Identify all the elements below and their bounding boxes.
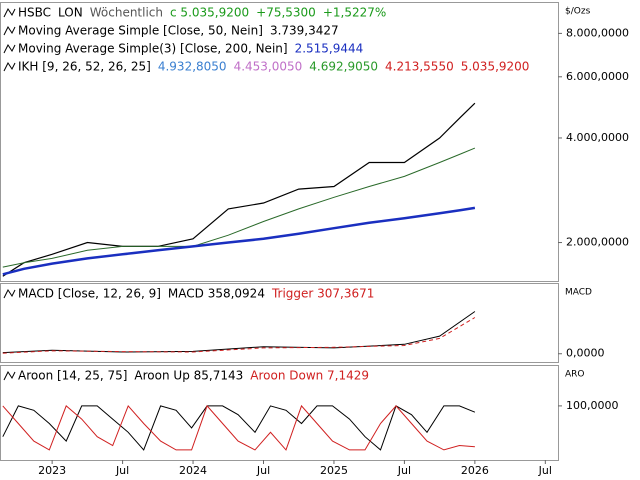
legend-text: MACD [Close, 12, 26, 9]: [18, 287, 161, 301]
legend-icon: [3, 289, 16, 299]
legend-text: +75,5300: [256, 6, 316, 20]
legend-text: MACD 358,0924: [168, 287, 265, 301]
legend-text: Trigger 307,3671: [271, 287, 374, 301]
y-tick-label: 100,0000: [566, 399, 619, 412]
legend-text: Moving Average Simple [Close, 50, Nein]: [18, 24, 263, 38]
legend-text: +1,5227%: [323, 6, 386, 20]
legend-icon: [3, 8, 16, 18]
legend-text: 3.739,3427: [270, 24, 339, 38]
legend-text: 2.515,9444: [295, 42, 364, 56]
x-tick-label: Jul: [397, 464, 411, 477]
x-tick-label: Jul: [256, 464, 270, 477]
legend-text: IKH [9, 26, 52, 26, 25]: [18, 60, 151, 74]
panel-frame: [0, 365, 559, 461]
x-tick-label: Jul: [115, 464, 129, 477]
legend-text: Wöchentlich: [90, 6, 163, 20]
y-tick-label: 6.000,0000: [566, 70, 629, 83]
y-axis-label: MACD: [565, 288, 592, 298]
series-line: [2, 206, 476, 276]
series-line: [2, 404, 475, 451]
legend-text: LON: [58, 6, 83, 20]
legend-icon: [3, 44, 16, 54]
legend-text: Aroon Down 7,1429: [250, 369, 369, 383]
y-tick-label: 2.000,0000: [566, 236, 629, 249]
legend-text: 4.692,9050: [309, 60, 378, 74]
legend-text: HSBC: [18, 6, 51, 20]
x-tick-label: Jul: [538, 464, 552, 477]
legend-text: c 5.035,9200: [170, 6, 249, 20]
legend-icon: [3, 62, 16, 72]
y-tick-label: 0,0000: [566, 347, 605, 360]
legend-text: 5.035,9200: [461, 60, 530, 74]
x-tick-label: 2024: [179, 464, 207, 477]
y-tick-label: 8.000,0000: [566, 26, 629, 39]
legend-icon: [3, 26, 16, 36]
y-tick-label: 4.000,0000: [566, 131, 629, 144]
x-tick-label: 2025: [320, 464, 348, 477]
legend-text: 4.453,0050: [234, 60, 303, 74]
x-tick-label: 2026: [461, 464, 489, 477]
panel-frame: [0, 283, 559, 363]
series-line: [2, 147, 476, 268]
y-axis-label: ARO: [565, 370, 585, 380]
series-line: [2, 102, 476, 277]
panel-frame: [0, 2, 559, 282]
legend-icon: [3, 371, 16, 381]
legend-text: Aroon Up 85,7143: [134, 369, 243, 383]
x-tick-label: 2023: [38, 464, 66, 477]
legend-text: 4.932,8050: [158, 60, 227, 74]
legend-text: Moving Average Simple(3) [Close, 200, Ne…: [18, 42, 288, 56]
legend-text: Aroon [14, 25, 75]: [18, 369, 127, 383]
legend-text: 4.213,5550: [385, 60, 454, 74]
series-line: [2, 317, 476, 354]
y-axis-label: $/Ozs: [565, 7, 591, 17]
